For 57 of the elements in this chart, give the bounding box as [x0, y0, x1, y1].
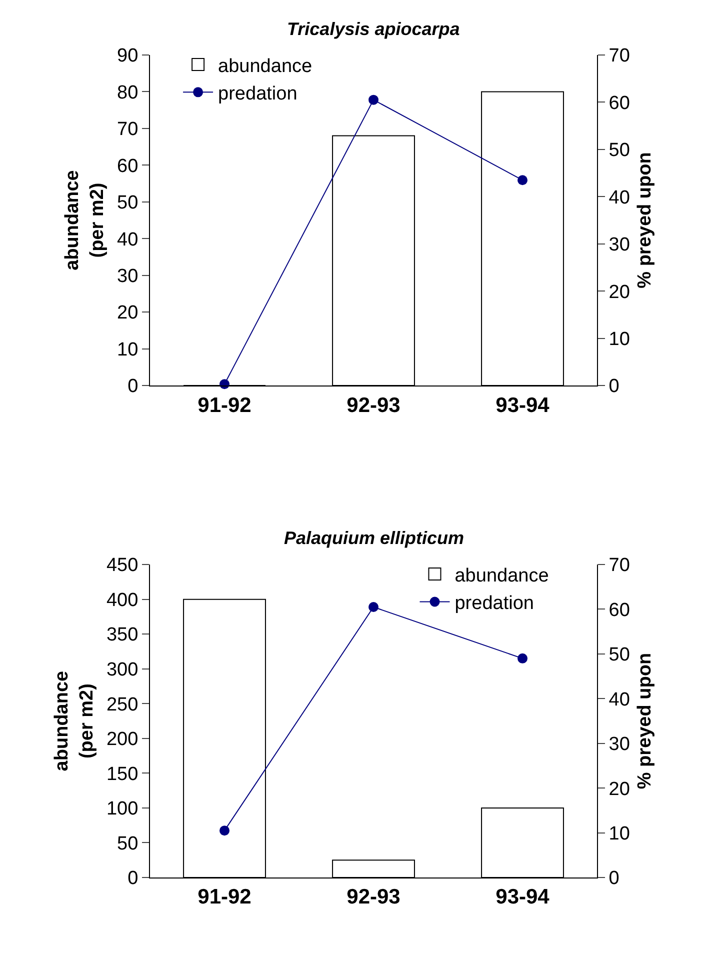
y-tick-label: 300	[106, 660, 138, 681]
y-tick-label: 60	[117, 156, 138, 177]
y-tick-label: 10	[117, 339, 138, 360]
y-tick-label: 350	[106, 624, 138, 646]
y2-tick-label: 70	[608, 555, 630, 576]
legend-label: predation	[454, 593, 534, 614]
y2-tick-label: 30	[608, 734, 630, 756]
y-tick-label: 30	[117, 266, 138, 288]
y2-tick-label: 40	[608, 689, 630, 710]
y2-tick-label: 60	[608, 600, 630, 621]
x-tick-label: 91-92	[198, 394, 252, 417]
x-tick-label: 92-93	[346, 394, 400, 417]
y-tick-label: 200	[106, 729, 138, 750]
x-tick-label: 91-92	[198, 886, 252, 909]
point	[518, 175, 528, 186]
y2-tick-label: 50	[608, 644, 630, 666]
y-axis-title: abundance (per m2)	[52, 670, 98, 772]
y-tick-label: 150	[106, 764, 138, 785]
y2-tick-label: 10	[608, 823, 630, 844]
y-tick-label: 70	[117, 119, 138, 140]
chart-title: Tricalysis apiocarpa	[287, 19, 460, 39]
y2-tick-label: 10	[608, 328, 630, 350]
y-tick-label: 50	[117, 192, 138, 214]
y2-tick-label: 60	[608, 92, 630, 114]
point	[368, 602, 378, 612]
y2-tick-label: 20	[608, 778, 630, 800]
y2-tick-label: 40	[608, 187, 630, 208]
y-tick-label: 100	[106, 798, 138, 820]
legend-label: abundance	[454, 565, 549, 586]
y-tick-label: 20	[117, 302, 138, 324]
y2-tick-label: 50	[608, 140, 630, 162]
y-tick-label: 400	[106, 590, 138, 611]
y-tick-label: 80	[117, 82, 138, 104]
y-tick-label: 0	[128, 868, 138, 890]
y-tick-label: 0	[128, 376, 138, 398]
legend-label: predation	[218, 84, 298, 105]
y-tick-label: 50	[117, 833, 138, 854]
point	[518, 653, 528, 664]
y2-tick-label: 0	[608, 868, 620, 890]
y2-axis-title: % preyed upon	[634, 152, 656, 288]
y-axis-title: abundance (per m2)	[62, 170, 108, 270]
chart-title: Palaquium ellipticum	[284, 528, 464, 548]
legend-label: abundance	[218, 56, 312, 77]
y-tick-label: 40	[117, 229, 138, 250]
x-tick-label: 92-93	[346, 886, 400, 909]
point	[220, 826, 230, 836]
y-tick-label: 250	[106, 694, 138, 716]
y2-tick-label: 0	[608, 376, 620, 398]
y2-axis-title: % preyed upon	[634, 652, 656, 790]
x-tick-label: 93-94	[496, 886, 550, 909]
y-tick-label: 90	[117, 46, 138, 67]
y2-tick-label: 70	[608, 46, 630, 67]
y2-tick-label: 30	[608, 234, 630, 256]
point	[368, 94, 378, 105]
y-tick-label: 450	[106, 555, 138, 576]
y2-tick-label: 20	[608, 282, 630, 303]
x-tick-label: 93-94	[496, 394, 550, 417]
